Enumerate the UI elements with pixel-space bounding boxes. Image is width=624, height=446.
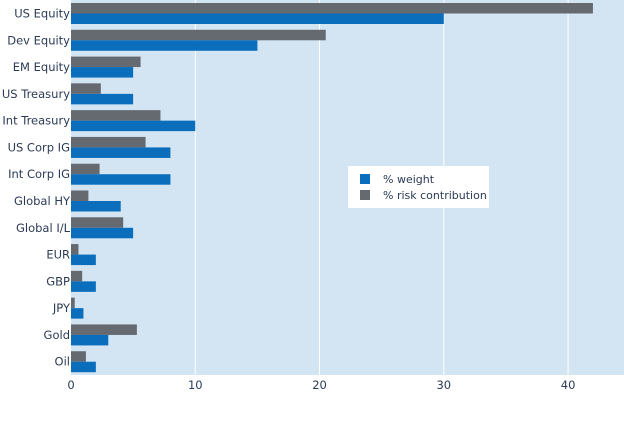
bar-weight xyxy=(71,281,96,292)
bar-risk-contribution xyxy=(71,3,593,14)
legend-swatch-risk xyxy=(360,190,370,200)
category-label: Global HY xyxy=(14,194,71,208)
bar-risk-contribution xyxy=(71,270,83,282)
bar-weight xyxy=(71,308,84,319)
category-label: Int Corp IG xyxy=(8,167,70,181)
category-label: GBP xyxy=(46,274,70,288)
bar-risk-contribution xyxy=(71,297,75,309)
category-label: EM Equity xyxy=(13,60,70,74)
bar-weight xyxy=(71,361,96,373)
bars xyxy=(71,3,593,373)
bar-risk-contribution xyxy=(71,136,146,148)
bar-weight xyxy=(71,334,109,346)
category-label: Oil xyxy=(55,355,70,369)
category-label: US Treasury xyxy=(2,87,70,101)
bar-weight xyxy=(71,227,134,239)
legend-label-weight: % weight xyxy=(383,173,435,186)
bar-weight xyxy=(71,254,96,266)
legend: % weight % risk contribution xyxy=(348,166,489,208)
bar-risk-contribution xyxy=(71,324,137,335)
bar-risk-contribution xyxy=(71,190,89,201)
bar-weight xyxy=(71,174,171,185)
legend-label-risk: % risk contribution xyxy=(383,189,487,202)
category-label: Global I/L xyxy=(16,221,71,235)
category-labels: US Equity Dev Equity EM Equity US Treasury I… xyxy=(2,7,71,369)
bar-weight xyxy=(71,13,444,24)
bar-weight xyxy=(71,120,196,132)
bar-weight xyxy=(71,93,134,105)
x-tick-label: 0 xyxy=(67,378,74,392)
plot-background xyxy=(71,0,624,375)
bar-weight xyxy=(71,147,171,158)
category-label: JPY xyxy=(52,301,71,315)
x-tick-label: 40 xyxy=(561,378,576,392)
bar-risk-contribution xyxy=(71,83,101,94)
category-label: US Equity xyxy=(14,7,70,21)
category-label: Gold xyxy=(44,328,70,342)
category-label: EUR xyxy=(46,248,70,262)
bar-risk-contribution xyxy=(71,110,161,121)
category-label: Dev Equity xyxy=(7,33,70,47)
bar-risk-contribution xyxy=(71,217,124,228)
category-label: US Corp IG xyxy=(8,140,70,154)
bar-weight xyxy=(71,40,258,51)
bar-risk-contribution xyxy=(71,351,86,362)
bar-risk-contribution xyxy=(71,29,326,41)
bar-weight xyxy=(71,67,134,78)
legend-swatch-weight xyxy=(360,174,370,184)
x-tick-label: 30 xyxy=(436,378,451,392)
x-tick-label: 10 xyxy=(188,378,203,392)
bar-weight xyxy=(71,201,121,212)
x-tick-label: 20 xyxy=(312,378,327,392)
category-label: Int Treasury xyxy=(2,114,70,128)
x-tick-labels: 0 10 20 30 40 xyxy=(67,378,575,392)
bar-risk-contribution xyxy=(71,244,79,255)
legend-box xyxy=(348,166,489,208)
bar-risk-contribution xyxy=(71,56,141,68)
bar-risk-contribution xyxy=(71,163,100,175)
